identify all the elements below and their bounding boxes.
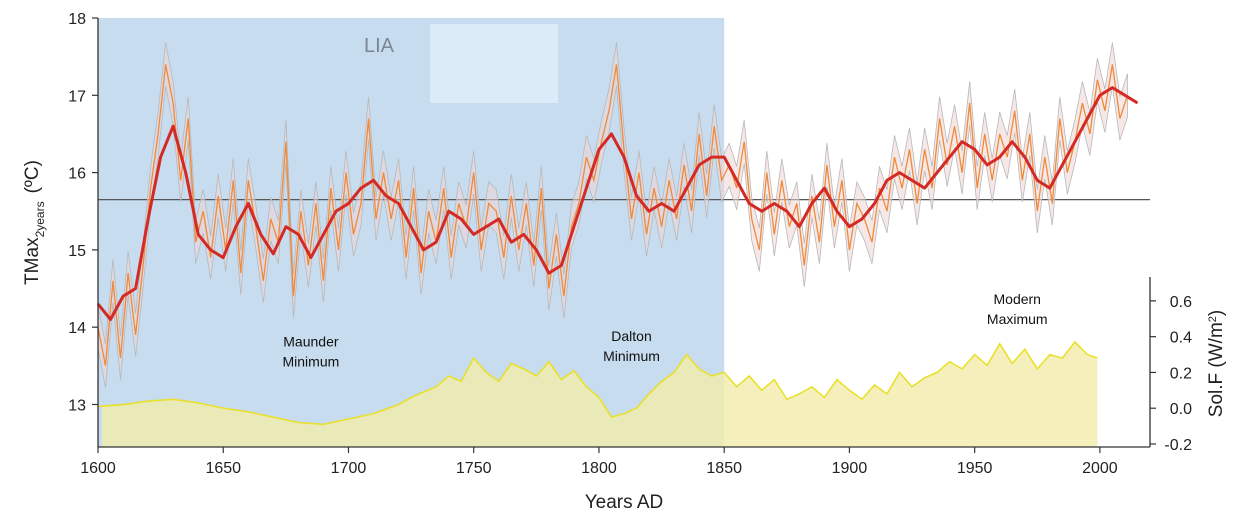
modern-maximum-annotation: Modern Maximum bbox=[987, 291, 1048, 327]
y2-axis-title-end: ) bbox=[1206, 310, 1227, 316]
y2-tick-label: 0.0 bbox=[1170, 401, 1192, 418]
y-tick-label: 14 bbox=[68, 320, 86, 337]
lia-label-box bbox=[430, 24, 558, 103]
x-tick-label: 1600 bbox=[80, 460, 116, 477]
x-tick-label: 1650 bbox=[205, 460, 241, 477]
solar-forcing-line bbox=[97, 340, 1098, 426]
maunder-minimum-annotation: Maunder Minimum bbox=[283, 334, 340, 370]
y2-axis-title-superscript: 2 bbox=[1207, 316, 1219, 322]
y2-tick-label: -0.2 bbox=[1164, 437, 1192, 454]
y-axis-title: TMax2years (ºC) bbox=[22, 160, 47, 285]
y-tick-label: 13 bbox=[68, 397, 86, 414]
lia-label: LIA bbox=[364, 35, 395, 57]
annual-uncertainty-band bbox=[97, 42, 1128, 388]
x-tick-label: 1900 bbox=[832, 460, 868, 477]
x-tick-label: 2000 bbox=[1082, 460, 1118, 477]
maunder-minimum-annotation-line: Minimum bbox=[283, 354, 340, 370]
dalton-minimum-annotation-line: Dalton bbox=[611, 328, 651, 344]
y2-tick-label: 0.4 bbox=[1170, 330, 1192, 347]
modern-maximum-annotation-line: Modern bbox=[994, 291, 1041, 307]
smoothed-temperature-line bbox=[96, 86, 1139, 321]
dalton-minimum-annotation: Dalton Minimum bbox=[603, 328, 660, 364]
y2-axis-title-main: Sol.F (W/m bbox=[1206, 322, 1227, 417]
annotations: Maunder Minimum Dalton Minimum Modern Maximum bbox=[283, 291, 1048, 370]
x-axis-title: Years AD bbox=[585, 492, 664, 513]
y2-tick-label: 0.6 bbox=[1170, 294, 1192, 311]
y2-axis-title: Sol.F (W/m2) bbox=[1206, 310, 1227, 417]
annual-temperature-line bbox=[97, 64, 1129, 366]
solar-forcing-area bbox=[102, 342, 1098, 447]
x-tick-label: 1850 bbox=[706, 460, 742, 477]
y-tick-label: 16 bbox=[68, 166, 86, 183]
x-tick-label: 1950 bbox=[957, 460, 993, 477]
y-axis-title-main: TMax bbox=[22, 237, 43, 285]
y2-tick-label: 0.2 bbox=[1170, 365, 1192, 382]
y-axis-title-subscript: 2years bbox=[33, 201, 47, 237]
x-tick-label: 1750 bbox=[456, 460, 492, 477]
y-axis-title-unit: (ºC) bbox=[22, 160, 43, 193]
axes: 1600 1650 1700 1750 1800 1850 1900 1950 2000 13 14… bbox=[68, 11, 1192, 477]
y-tick-label: 18 bbox=[68, 11, 86, 28]
x-tick-label: 1700 bbox=[331, 460, 367, 477]
y-tick-label: 15 bbox=[68, 243, 86, 260]
dalton-minimum-annotation-line: Minimum bbox=[603, 348, 660, 364]
x-tick-label: 1800 bbox=[581, 460, 617, 477]
y-tick-label: 17 bbox=[68, 88, 86, 105]
maunder-minimum-annotation-line: Maunder bbox=[283, 334, 339, 350]
modern-maximum-annotation-line: Maximum bbox=[987, 311, 1048, 327]
